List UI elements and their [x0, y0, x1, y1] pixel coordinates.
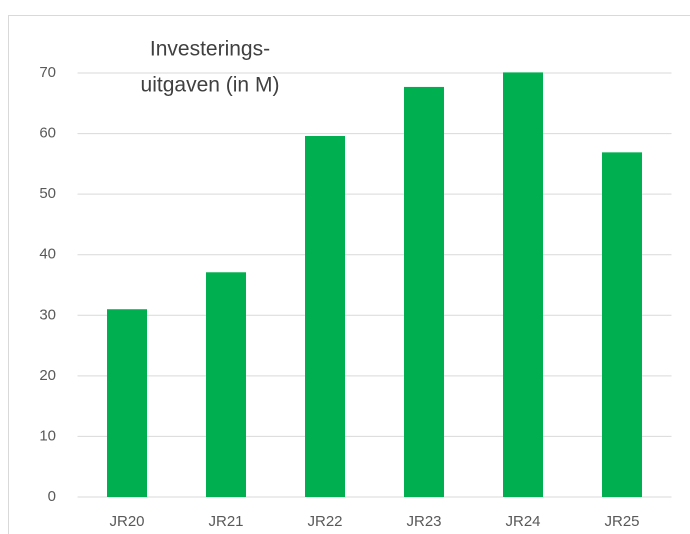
y-tick-label: 0 — [48, 488, 56, 505]
bar — [305, 135, 345, 497]
x-tick-label: JR25 — [604, 513, 639, 530]
y-tick-label: 50 — [39, 185, 56, 202]
bar — [404, 86, 444, 497]
bar — [503, 72, 543, 497]
bar — [107, 309, 147, 497]
y-tick-label: 60 — [39, 125, 56, 142]
chart-title: Investerings- — [150, 38, 270, 61]
y-tick-label: 70 — [39, 64, 56, 81]
y-tick-label: 10 — [39, 427, 56, 444]
x-tick-label: JR23 — [406, 513, 441, 530]
y-tick-label: 20 — [39, 367, 56, 384]
bar — [206, 272, 246, 497]
x-tick-label: JR24 — [505, 513, 540, 530]
x-tick-label: JR22 — [307, 513, 342, 530]
bar — [602, 152, 642, 497]
x-tick-label: JR21 — [208, 513, 243, 530]
y-tick-label: 30 — [39, 306, 56, 323]
chart-title: uitgaven (in M) — [141, 74, 280, 97]
y-tick-label: 40 — [39, 246, 56, 263]
x-tick-label: JR20 — [109, 513, 144, 530]
